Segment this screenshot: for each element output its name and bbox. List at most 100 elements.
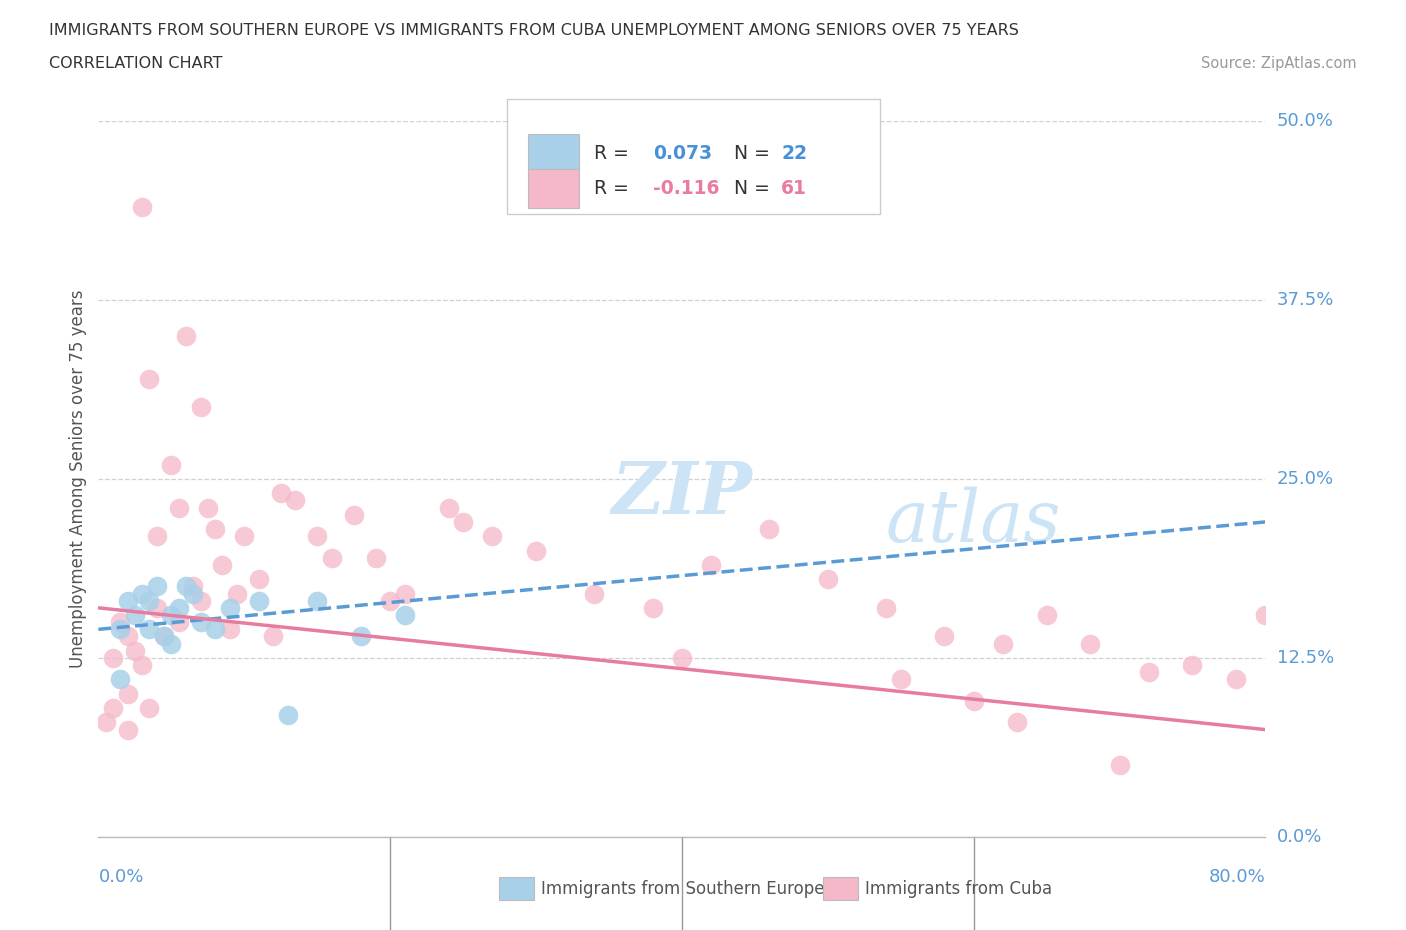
Text: atlas: atlas <box>886 486 1062 557</box>
Point <box>1137 665 1160 680</box>
Point <box>218 601 240 616</box>
Point <box>394 586 416 601</box>
FancyBboxPatch shape <box>508 100 880 214</box>
Point <box>343 508 366 523</box>
Point <box>131 199 153 214</box>
Point <box>101 651 124 666</box>
Point <box>138 622 160 637</box>
Point <box>671 651 693 666</box>
Point <box>181 578 204 594</box>
Point <box>117 629 139 644</box>
Point <box>190 615 212 630</box>
Point <box>153 629 176 644</box>
Point <box>110 672 132 687</box>
Text: 37.5%: 37.5% <box>1277 291 1334 309</box>
Point <box>1254 607 1277 622</box>
Point <box>307 593 329 608</box>
Point <box>247 593 270 608</box>
Point <box>218 622 240 637</box>
Point <box>350 629 373 644</box>
Point <box>233 529 256 544</box>
Point <box>160 636 183 651</box>
Point <box>138 593 160 608</box>
Point <box>1181 658 1204 672</box>
Point <box>583 586 606 601</box>
Point <box>197 500 219 515</box>
Point <box>124 644 146 658</box>
Point <box>700 557 723 572</box>
Point <box>524 543 547 558</box>
Point <box>138 371 160 386</box>
Point <box>167 615 190 630</box>
Text: Immigrants from Southern Europe: Immigrants from Southern Europe <box>541 880 825 898</box>
Text: Source: ZipAtlas.com: Source: ZipAtlas.com <box>1201 56 1357 71</box>
Point <box>1108 758 1130 773</box>
FancyBboxPatch shape <box>527 169 579 207</box>
Point <box>641 601 664 616</box>
Point <box>167 601 190 616</box>
Point <box>94 715 117 730</box>
Text: R =: R = <box>595 179 636 198</box>
Point <box>394 607 416 622</box>
Point <box>875 601 897 616</box>
Point <box>204 522 226 537</box>
Point <box>284 493 307 508</box>
Text: 61: 61 <box>782 179 807 198</box>
Point <box>131 586 153 601</box>
Point <box>110 615 132 630</box>
Text: -0.116: -0.116 <box>652 179 720 198</box>
Point <box>160 607 183 622</box>
Point <box>962 694 984 709</box>
Point <box>991 636 1014 651</box>
Point <box>101 700 124 715</box>
Text: ZIP: ZIP <box>612 458 752 529</box>
Point <box>1007 715 1029 730</box>
Text: N =: N = <box>734 179 776 198</box>
Point <box>380 593 402 608</box>
Point <box>890 672 912 687</box>
Point <box>270 485 292 500</box>
Text: CORRELATION CHART: CORRELATION CHART <box>49 56 222 71</box>
Point <box>247 572 270 587</box>
Text: 12.5%: 12.5% <box>1277 649 1334 667</box>
Point <box>117 722 139 737</box>
Text: N =: N = <box>734 143 776 163</box>
Point <box>146 578 169 594</box>
Point <box>181 586 204 601</box>
Point <box>146 529 169 544</box>
Text: 0.0%: 0.0% <box>1277 828 1322 846</box>
Point <box>437 500 460 515</box>
Point <box>190 400 212 415</box>
Text: 0.073: 0.073 <box>652 143 711 163</box>
Point <box>211 557 233 572</box>
Point <box>117 686 139 701</box>
Point <box>758 522 780 537</box>
Point <box>277 708 299 723</box>
Text: Immigrants from Cuba: Immigrants from Cuba <box>865 880 1052 898</box>
Point <box>364 551 387 565</box>
Point <box>110 622 132 637</box>
Point <box>160 458 183 472</box>
Point <box>174 578 197 594</box>
Point <box>174 328 197 343</box>
Point <box>451 514 474 529</box>
Text: R =: R = <box>595 143 636 163</box>
Point <box>1080 636 1102 651</box>
Text: 25.0%: 25.0% <box>1277 470 1334 488</box>
Point <box>204 622 226 637</box>
Point <box>117 593 139 608</box>
Text: 0.0%: 0.0% <box>98 868 143 885</box>
Point <box>153 629 176 644</box>
Point <box>167 500 190 515</box>
Text: 22: 22 <box>782 143 807 163</box>
Point <box>124 607 146 622</box>
Point <box>481 529 503 544</box>
Y-axis label: Unemployment Among Seniors over 75 years: Unemployment Among Seniors over 75 years <box>69 290 87 668</box>
Point <box>307 529 329 544</box>
Point <box>263 629 285 644</box>
Point <box>138 700 160 715</box>
FancyBboxPatch shape <box>527 134 579 172</box>
Point <box>1225 672 1247 687</box>
Point <box>226 586 249 601</box>
Text: IMMIGRANTS FROM SOUTHERN EUROPE VS IMMIGRANTS FROM CUBA UNEMPLOYMENT AMONG SENIO: IMMIGRANTS FROM SOUTHERN EUROPE VS IMMIG… <box>49 23 1019 38</box>
